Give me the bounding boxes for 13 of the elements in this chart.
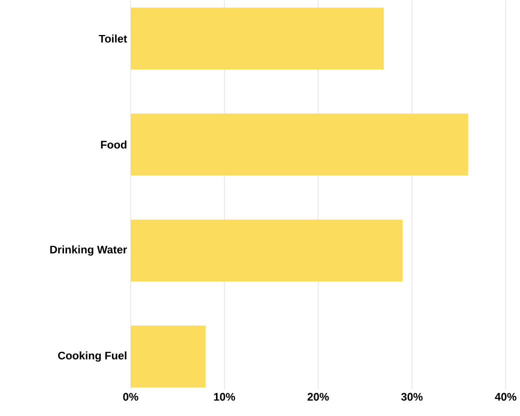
bar [130, 113, 468, 176]
bar [130, 325, 206, 388]
x-tick-label: 30% [401, 392, 423, 401]
x-tick-label: 10% [214, 392, 236, 401]
x-tick-label: 20% [308, 392, 329, 401]
bar [130, 7, 384, 70]
bar [130, 219, 403, 282]
y-tick-label: Food [101, 140, 126, 148]
y-tick-label: Toilet [98, 34, 128, 42]
y-tick-label: Drinking Water [50, 245, 127, 256]
y-tick-label: Cooking Fuel [58, 351, 126, 362]
x-tick-label: 0% [123, 392, 138, 401]
x-tick-label: 40% [494, 392, 516, 401]
